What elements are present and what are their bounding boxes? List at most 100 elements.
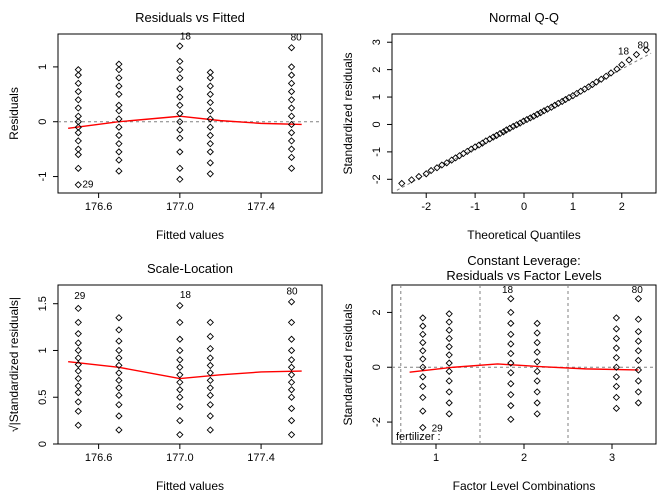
y-axis-label: √|Standardized residuals|: [7, 297, 21, 432]
x-tick-label: 177.4: [247, 201, 275, 213]
data-point: [177, 135, 183, 141]
data-point: [75, 355, 81, 361]
data-point: [289, 97, 295, 103]
data-point: [508, 416, 514, 422]
data-point: [289, 165, 295, 171]
data-point: [75, 408, 81, 414]
data-point: [508, 296, 514, 302]
data-point: [207, 124, 213, 130]
data-point: [420, 374, 426, 380]
data-point: [289, 154, 295, 160]
data-point: [289, 319, 295, 325]
data-point: [635, 378, 641, 384]
data-point: [635, 338, 641, 344]
data-point: [289, 394, 295, 400]
data-point: [116, 91, 122, 97]
data-point: [207, 132, 213, 138]
data-point: [75, 138, 81, 144]
data-point: [420, 425, 426, 431]
data-point: [613, 355, 619, 361]
data-point: [75, 347, 81, 353]
data-point: [613, 374, 619, 380]
data-point: [177, 176, 183, 182]
data-point: [177, 127, 183, 133]
data-point: [207, 355, 213, 361]
data-point: [626, 57, 632, 63]
data-point: [508, 392, 514, 398]
data-point: [289, 387, 295, 393]
y-tick-label: 1: [37, 64, 49, 70]
data-point: [420, 331, 426, 337]
data-point: [177, 404, 183, 410]
data-point: [207, 319, 213, 325]
data-point: [116, 355, 122, 361]
data-point: [207, 171, 213, 177]
data-point: [613, 335, 619, 341]
residuals-vs-fitted-panel: 176.6177.0177.4-101Residuals vs FittedFi…: [0, 0, 334, 251]
data-point: [207, 141, 213, 147]
data-point: [116, 385, 122, 391]
data-point: [116, 168, 122, 174]
data-point: [116, 338, 122, 344]
data-point: [116, 124, 122, 130]
data-point: [289, 418, 295, 424]
data-point: [446, 327, 452, 333]
data-point: [635, 316, 641, 322]
data-point: [289, 379, 295, 385]
data-point: [608, 70, 614, 76]
data-point: [75, 399, 81, 405]
data-point: [534, 400, 540, 406]
data-point: [116, 75, 122, 81]
data-point: [177, 336, 183, 342]
data-point: [177, 102, 183, 108]
data-point: [446, 368, 452, 374]
data-point: [614, 66, 620, 72]
data-point: [177, 43, 183, 49]
point-annotation: 80: [287, 286, 299, 297]
data-point: [534, 389, 540, 395]
data-point: [508, 351, 514, 357]
data-point: [177, 379, 183, 385]
data-point: [582, 86, 588, 92]
data-point: [534, 330, 540, 336]
x-tick-label: 1: [433, 452, 439, 464]
data-point: [207, 385, 213, 391]
data-point: [116, 392, 122, 398]
data-point: [289, 357, 295, 363]
data-point: [177, 75, 183, 81]
x-axis-label: Theoretical Quantiles: [467, 228, 580, 242]
data-point: [75, 89, 81, 95]
data-point: [613, 383, 619, 389]
data-point: [177, 165, 183, 171]
data-point: [207, 149, 213, 155]
data-point: [420, 408, 426, 414]
y-axis-label: Standardized residuals: [341, 52, 355, 174]
data-point: [289, 432, 295, 438]
x-tick-label: 176.6: [85, 452, 113, 464]
data-point: [207, 100, 213, 106]
data-point: [207, 333, 213, 339]
data-point: [177, 67, 183, 73]
data-point: [289, 146, 295, 152]
data-point: [635, 357, 641, 363]
point-annotation: 29: [432, 424, 444, 435]
data-point: [75, 376, 81, 382]
x-tick-label: 177.4: [247, 452, 275, 464]
data-point: [75, 182, 81, 188]
data-point: [420, 348, 426, 354]
point-annotation: 29: [74, 291, 86, 302]
x-tick-label: 2: [521, 452, 527, 464]
data-point: [289, 64, 295, 70]
x-tick-label: -2: [421, 201, 431, 213]
data-point: [75, 319, 81, 325]
data-point: [446, 360, 452, 366]
data-point: [508, 309, 514, 315]
data-point: [116, 141, 122, 147]
chart-title: Residuals vs Fitted: [135, 10, 245, 25]
y-tick-label: 1: [37, 347, 49, 353]
data-point: [446, 378, 452, 384]
y-tick-label: -1: [37, 172, 49, 182]
data-point: [578, 88, 584, 94]
data-point: [613, 326, 619, 332]
data-point: [508, 381, 514, 387]
